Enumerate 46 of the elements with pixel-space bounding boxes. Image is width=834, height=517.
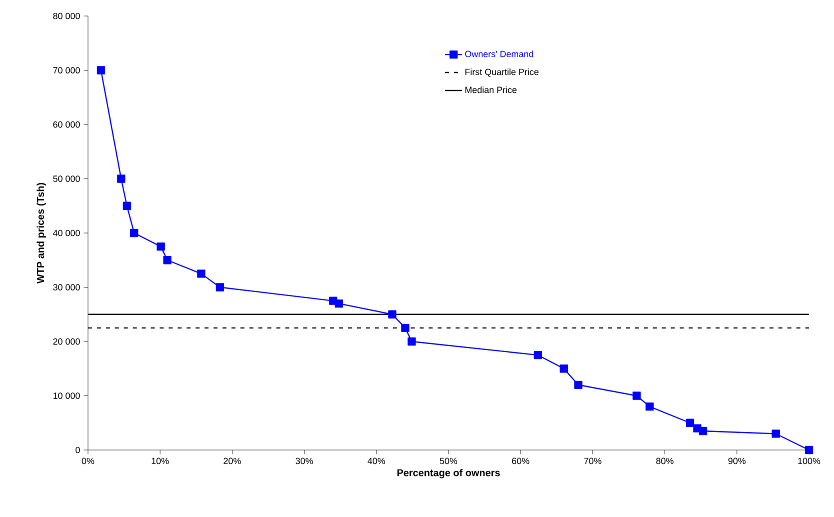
point — [163, 256, 172, 264]
x-tick-label: 90% — [728, 458, 746, 464]
y-tick-label: 30 000 — [53, 284, 80, 290]
point — [96, 66, 106, 74]
x-tick-label: 0% — [82, 458, 94, 464]
x-tick-label: 100% — [798, 458, 820, 464]
point — [574, 380, 582, 389]
point — [686, 418, 694, 427]
point — [130, 228, 138, 238]
x-tick-label: 50% — [440, 458, 458, 464]
y-tick-label: 40 000 — [53, 230, 80, 236]
point — [122, 202, 132, 210]
x-tick-label: 20% — [224, 458, 241, 464]
legend-label: First Quartile Price — [465, 68, 539, 77]
point — [117, 174, 126, 183]
y-tick-label: 70 000 — [53, 67, 80, 74]
legend-label: Median Price — [465, 86, 517, 94]
x-tick-label: 80% — [656, 458, 674, 464]
point — [216, 283, 224, 292]
y-tick-label: 50 000 — [53, 176, 80, 182]
y-tick-label: 0 — [76, 446, 80, 454]
point — [698, 426, 708, 436]
x-tick-label: 40% — [368, 458, 386, 464]
y-axis-title: WTP and prices (Tsh) — [36, 182, 46, 284]
legend-label: Owners' Demand — [465, 50, 534, 58]
point — [560, 364, 568, 373]
point — [804, 446, 814, 454]
point — [408, 337, 416, 346]
point — [632, 392, 641, 400]
y-tick-label: 10 000 — [53, 392, 80, 399]
y-tick-label: 20 000 — [53, 338, 80, 345]
y-tick-label: 60 000 — [53, 121, 80, 128]
point — [334, 299, 343, 308]
point — [388, 310, 396, 318]
point — [772, 430, 780, 438]
point — [197, 270, 206, 278]
x-tick-label: 30% — [296, 458, 313, 464]
point — [534, 350, 542, 360]
x-tick-label: 60% — [512, 458, 530, 464]
x-tick-label: 10% — [152, 458, 169, 464]
point — [646, 402, 654, 411]
x-tick-label: 70% — [584, 458, 602, 464]
point — [401, 324, 410, 332]
point — [156, 242, 165, 251]
y-tick-label: 80 000 — [53, 12, 80, 20]
x-axis-title: Percentage of owners — [397, 468, 500, 478]
